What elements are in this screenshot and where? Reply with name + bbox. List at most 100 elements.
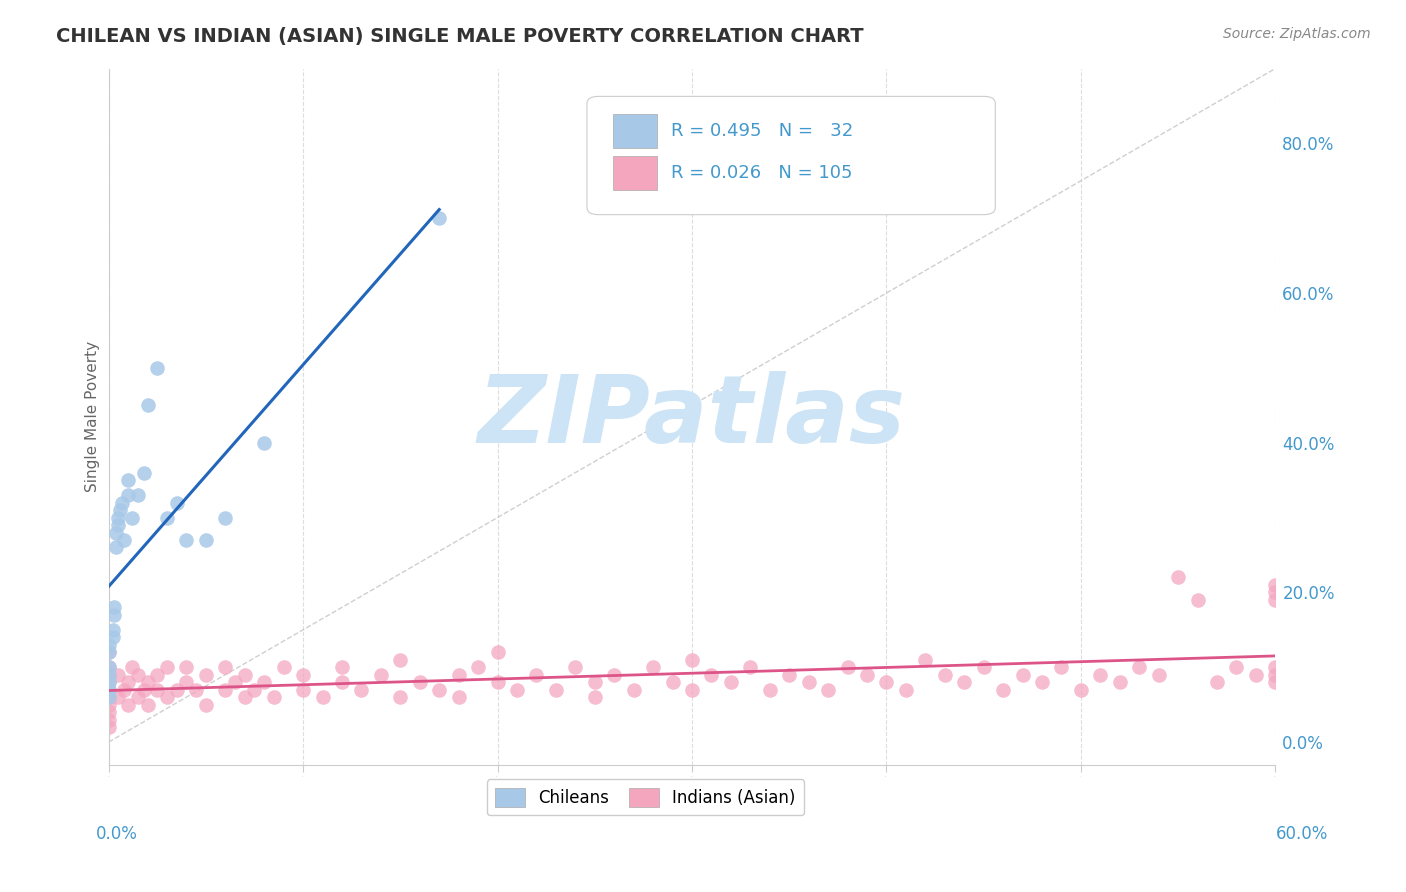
Point: [1264, 578, 1286, 592]
Point: [156, 660, 179, 674]
Point: [97, 645, 120, 659]
Point: [1206, 675, 1229, 690]
Point: [1167, 570, 1189, 584]
Point: [117, 698, 139, 712]
Point: [817, 682, 839, 697]
Point: [111, 495, 134, 509]
Text: R = 0.495   N =   32: R = 0.495 N = 32: [671, 122, 853, 140]
Point: [1108, 675, 1130, 690]
Point: [486, 645, 509, 659]
Point: [146, 682, 169, 697]
Point: [184, 682, 207, 697]
Point: [263, 690, 285, 705]
Point: [1264, 660, 1286, 674]
Point: [350, 682, 373, 697]
Point: [681, 682, 703, 697]
Point: [427, 682, 450, 697]
Point: [146, 667, 169, 681]
Point: [136, 398, 159, 412]
Point: [1031, 675, 1053, 690]
Text: ZIPatlas: ZIPatlas: [478, 370, 905, 463]
Point: [389, 690, 412, 705]
Point: [894, 682, 917, 697]
Point: [176, 675, 198, 690]
Point: [1244, 667, 1267, 681]
Point: [97, 675, 120, 690]
Point: [1070, 682, 1092, 697]
Point: [176, 660, 198, 674]
Point: [447, 690, 470, 705]
Legend: Chileans, Indians (Asian): Chileans, Indians (Asian): [486, 780, 804, 815]
Point: [564, 660, 586, 674]
Text: 60.0%: 60.0%: [1277, 825, 1329, 843]
Point: [121, 510, 143, 524]
Point: [121, 660, 143, 674]
Point: [330, 675, 353, 690]
Point: [233, 690, 256, 705]
Point: [112, 682, 135, 697]
Point: [700, 667, 723, 681]
Point: [661, 675, 683, 690]
Point: [117, 488, 139, 502]
Text: 0.0%: 0.0%: [96, 825, 138, 843]
Point: [875, 675, 897, 690]
Point: [243, 682, 266, 697]
Point: [1011, 667, 1033, 681]
Point: [97, 645, 120, 659]
Point: [740, 660, 762, 674]
Point: [641, 660, 664, 674]
Point: [136, 698, 159, 712]
Point: [1090, 667, 1112, 681]
Point: [97, 660, 120, 674]
Point: [97, 705, 120, 719]
Point: [214, 510, 236, 524]
Point: [117, 675, 139, 690]
Point: [583, 690, 606, 705]
Point: [427, 211, 450, 226]
Point: [837, 660, 859, 674]
Point: [914, 653, 936, 667]
Point: [107, 667, 129, 681]
Point: [603, 667, 626, 681]
Point: [370, 667, 392, 681]
Point: [447, 667, 470, 681]
Point: [1050, 660, 1073, 674]
Point: [1264, 675, 1286, 690]
Point: [623, 682, 645, 697]
Point: [214, 682, 236, 697]
Y-axis label: Single Male Poverty: Single Male Poverty: [86, 341, 100, 492]
Point: [110, 503, 132, 517]
Point: [127, 488, 149, 502]
Point: [758, 682, 780, 697]
Point: [97, 660, 120, 674]
Text: CHILEAN VS INDIAN (ASIAN) SINGLE MALE POVERTY CORRELATION CHART: CHILEAN VS INDIAN (ASIAN) SINGLE MALE PO…: [56, 27, 863, 45]
Point: [253, 675, 276, 690]
Point: [166, 495, 188, 509]
Point: [856, 667, 879, 681]
Point: [127, 667, 149, 681]
Point: [253, 435, 276, 450]
Point: [156, 510, 179, 524]
Point: [146, 360, 169, 375]
Point: [166, 682, 188, 697]
Point: [112, 533, 135, 547]
Point: [1225, 660, 1247, 674]
Point: [194, 667, 217, 681]
Point: [103, 607, 125, 622]
Point: [953, 675, 976, 690]
Point: [97, 698, 120, 712]
Point: [194, 533, 217, 547]
Point: [103, 600, 125, 615]
Point: [132, 682, 155, 697]
Point: [105, 541, 128, 555]
Point: [292, 667, 315, 681]
Point: [389, 653, 412, 667]
FancyBboxPatch shape: [586, 96, 995, 215]
Point: [97, 690, 120, 705]
Point: [132, 466, 155, 480]
Point: [97, 675, 120, 690]
Point: [544, 682, 567, 697]
Point: [583, 675, 606, 690]
Point: [97, 713, 120, 727]
Point: [797, 675, 820, 690]
